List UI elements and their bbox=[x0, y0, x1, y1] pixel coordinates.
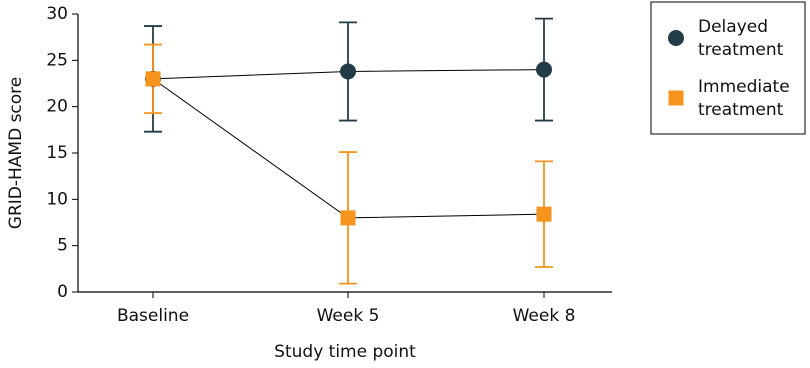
x-axis-label: Study time point bbox=[274, 342, 416, 362]
legend-marker bbox=[668, 30, 684, 46]
y-axis-label: GRID-HAMD score bbox=[6, 77, 26, 229]
y-tick-label: 25 bbox=[46, 50, 68, 70]
y-tick-label: 30 bbox=[46, 4, 68, 24]
x-tick-label: Week 8 bbox=[513, 306, 576, 326]
data-point bbox=[145, 71, 161, 87]
legend-label: Immediate treatment bbox=[698, 77, 790, 120]
data-point bbox=[340, 63, 356, 80]
y-tick-label: 15 bbox=[46, 143, 68, 163]
y-tick-label: 0 bbox=[57, 282, 68, 302]
x-tick-label: Baseline bbox=[117, 306, 189, 326]
data-point bbox=[340, 210, 356, 226]
y-tick-label: 10 bbox=[46, 189, 68, 209]
y-tick-label: 20 bbox=[46, 97, 68, 117]
y-tick-label: 5 bbox=[57, 236, 68, 256]
x-tick-label: Week 5 bbox=[317, 306, 380, 326]
legend-box bbox=[650, 1, 806, 135]
data-point bbox=[536, 206, 552, 222]
data-point bbox=[536, 61, 552, 78]
legend-label: Delayed treatment bbox=[698, 17, 784, 60]
legend-marker bbox=[668, 90, 684, 106]
